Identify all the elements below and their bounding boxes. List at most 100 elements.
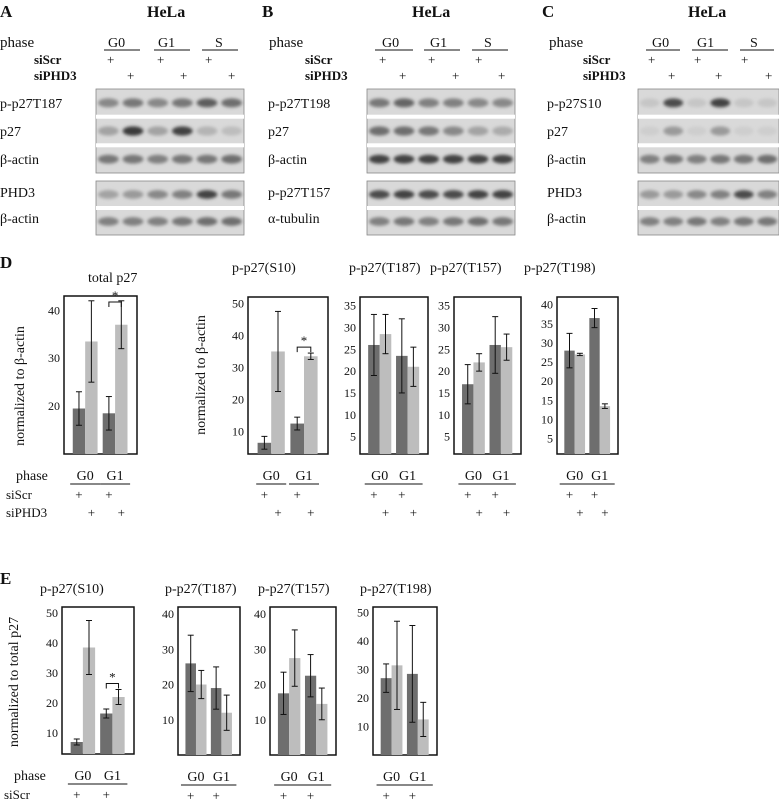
plus-row-siscr: + + +	[107, 52, 212, 67]
y-axis-label: normalized to total p27	[7, 617, 22, 747]
blot-label-5: β-actin	[547, 212, 586, 227]
blot-band	[467, 217, 489, 226]
phase-category-label: G0	[281, 770, 298, 785]
plus-sign: +	[75, 487, 82, 502]
phase-row-label: phase	[16, 469, 48, 484]
chart-title: p-p27(T198)	[524, 261, 596, 276]
bar	[500, 347, 513, 454]
siphd3-label: siPHD3	[34, 68, 77, 83]
blot-band	[467, 190, 489, 199]
blot-band	[757, 126, 778, 136]
blot-band	[393, 217, 415, 226]
plus-sign: +	[428, 52, 435, 67]
blot-band	[147, 154, 169, 164]
plus-sign: +	[566, 487, 573, 502]
error-bar	[394, 620, 400, 710]
bar	[185, 663, 196, 755]
phase-category-label: G0	[77, 469, 94, 484]
siscr-row-label: siScr	[6, 487, 33, 502]
plus-sign: +	[648, 52, 655, 67]
plus-sign: +	[498, 68, 505, 83]
blot-band	[147, 98, 169, 108]
bar	[462, 384, 474, 454]
siscr-label: siScr	[34, 52, 62, 67]
y-tick-label: 5	[547, 432, 553, 446]
error-bar	[492, 316, 499, 374]
y-tick-label: 30	[232, 360, 244, 374]
bar	[407, 366, 420, 454]
blot-separator	[638, 206, 779, 210]
blot-band	[418, 126, 440, 136]
blot-band	[147, 126, 169, 136]
blot-band	[196, 126, 218, 136]
blot-band	[492, 126, 514, 136]
plus-sign: +	[399, 68, 406, 83]
y-tick-label: 5	[350, 430, 356, 444]
chart-title: p-p27(S10)	[232, 261, 296, 276]
blot-label-4: PHD3	[0, 186, 35, 201]
plus-sign: +	[452, 68, 459, 83]
blot-separator	[367, 143, 515, 148]
blot-band	[393, 98, 415, 108]
bar	[564, 350, 575, 454]
bar	[115, 324, 128, 454]
y-tick-label: 20	[357, 691, 369, 705]
blot-separator	[638, 143, 779, 148]
y-tick-label: 50	[46, 606, 58, 620]
plus-sign: +	[601, 505, 608, 520]
blot-band	[418, 217, 440, 226]
bar	[210, 688, 222, 755]
plus-sign: +	[105, 487, 112, 502]
error-bar	[566, 332, 573, 369]
plus-sign: +	[212, 788, 219, 803]
y-tick-label: 30	[48, 351, 60, 365]
plus-sign: +	[261, 487, 268, 502]
blot-band	[710, 190, 731, 199]
panel-letter: B	[262, 2, 273, 21]
y-tick-label: 40	[254, 607, 266, 621]
blot-band	[757, 98, 778, 108]
error-bar	[187, 634, 194, 693]
bar	[100, 713, 113, 754]
blot-band	[171, 98, 193, 108]
blot-label-3: β-actin	[268, 153, 307, 168]
phase-category-label: G0	[383, 770, 400, 785]
blot-band	[733, 126, 754, 136]
error-bar	[476, 353, 483, 372]
blot-band	[368, 190, 390, 199]
phase-category-label: G0	[263, 469, 280, 484]
blot-band	[492, 217, 514, 226]
plus-sign: +	[307, 505, 314, 520]
phase-label: phase	[549, 35, 583, 51]
significance-star: *	[109, 670, 116, 685]
plus-sign: +	[103, 787, 110, 802]
blot-separator	[96, 114, 244, 119]
bar	[271, 351, 285, 454]
plus-sign: +	[576, 505, 583, 520]
error-bar	[105, 396, 112, 431]
plus-sign: +	[187, 788, 194, 803]
bar	[379, 334, 392, 454]
plus-sign: +	[280, 788, 287, 803]
chart-d-p-p27-s10: p-p27(S10) 10 20 30 40 50 * G0 + + G1 + +	[232, 261, 329, 520]
y-tick-label: 10	[438, 408, 450, 422]
phase-category-label: G1	[492, 469, 509, 484]
siscr-label: siScr	[305, 52, 333, 67]
y-axis-label: normalized to β-actin	[13, 326, 28, 446]
y-tick-label: 30	[541, 336, 553, 350]
error-bar	[383, 663, 390, 693]
blot-band	[467, 154, 489, 164]
error-bar	[88, 300, 95, 383]
chart-d-p-p27-t157: p-p27(T157) 5 10 15 20 25 30 35 G0 + + G1 + +	[430, 261, 522, 520]
y-tick-label: 30	[438, 321, 450, 335]
plus-sign: +	[379, 52, 386, 67]
plus-sign: +	[370, 487, 377, 502]
error-bar	[291, 629, 298, 687]
blot-separator	[367, 206, 515, 210]
y-axis-label: normalized to β-actin	[194, 315, 209, 435]
bar	[316, 703, 328, 755]
blot-band	[97, 217, 119, 226]
